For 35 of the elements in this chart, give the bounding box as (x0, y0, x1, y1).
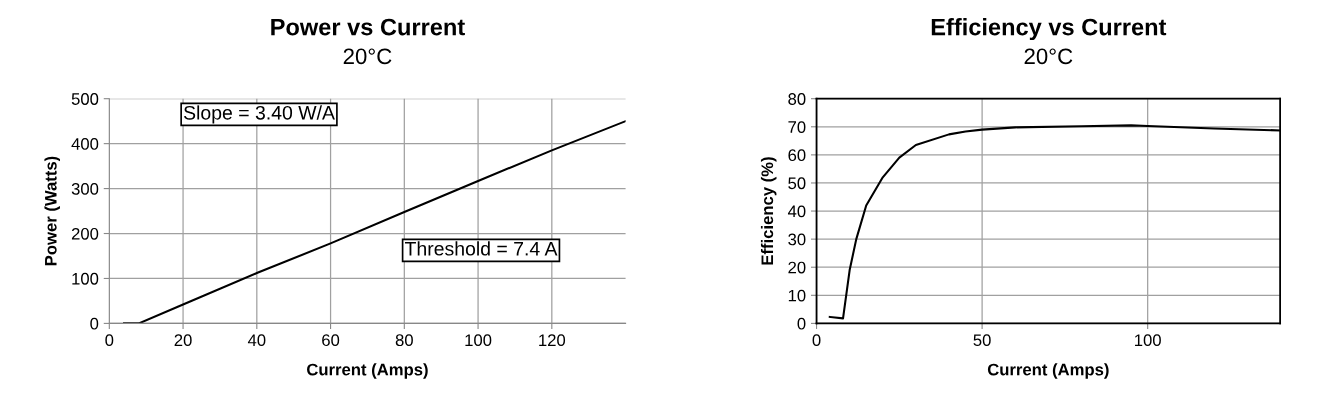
y-tick-label: 30 (788, 233, 806, 246)
chart-subtitle: 20°C (1024, 48, 1073, 65)
y-tick-label: 500 (71, 93, 99, 105)
annotation: Threshold = 7.4 A (404, 241, 558, 256)
x-tick-label: 20 (174, 334, 192, 347)
y-tick-label: 200 (71, 227, 99, 240)
y-tick-label: 40 (787, 205, 806, 218)
y-tick-label: 10 (788, 289, 806, 302)
y-tick-label: 400 (71, 138, 99, 150)
x-tick-label: 120 (539, 334, 566, 347)
x-tick-label: 50 (973, 334, 991, 347)
x-axis-title: Current (Amps) (987, 363, 1109, 379)
x-tick-label: 0 (812, 334, 821, 347)
y-tick-label: 80 (788, 93, 806, 105)
y-tick-label: 50 (788, 177, 806, 190)
x-tick-label: 0 (105, 334, 114, 347)
y-tick-label: 60 (788, 149, 806, 162)
annotation: Slope = 3.40 W/A (183, 105, 335, 124)
chart-title: Efficiency vs Current (931, 18, 1167, 41)
chart-title: Power vs Current (271, 18, 465, 36)
y-tick-label: 300 (71, 182, 99, 195)
y-axis-title: Power (Watts) (44, 156, 60, 266)
y-tick-label: 100 (72, 272, 99, 285)
x-tick-label: 100 (465, 334, 492, 347)
x-tick-label: 60 (322, 334, 340, 347)
y-tick-label: 20 (788, 261, 806, 274)
y-axis-title: Efficiency (%) (760, 157, 777, 265)
y-tick-label: 0 (90, 317, 99, 330)
x-tick-label: 40 (247, 334, 266, 347)
x-tick-label: 100 (1135, 334, 1161, 347)
chart-subtitle: 20°C (343, 48, 392, 65)
y-tick-label: 70 (788, 121, 806, 133)
x-axis-title: Current (Amps) (307, 363, 428, 379)
x-tick-label: 80 (395, 334, 413, 347)
y-tick-label: 0 (797, 317, 806, 330)
